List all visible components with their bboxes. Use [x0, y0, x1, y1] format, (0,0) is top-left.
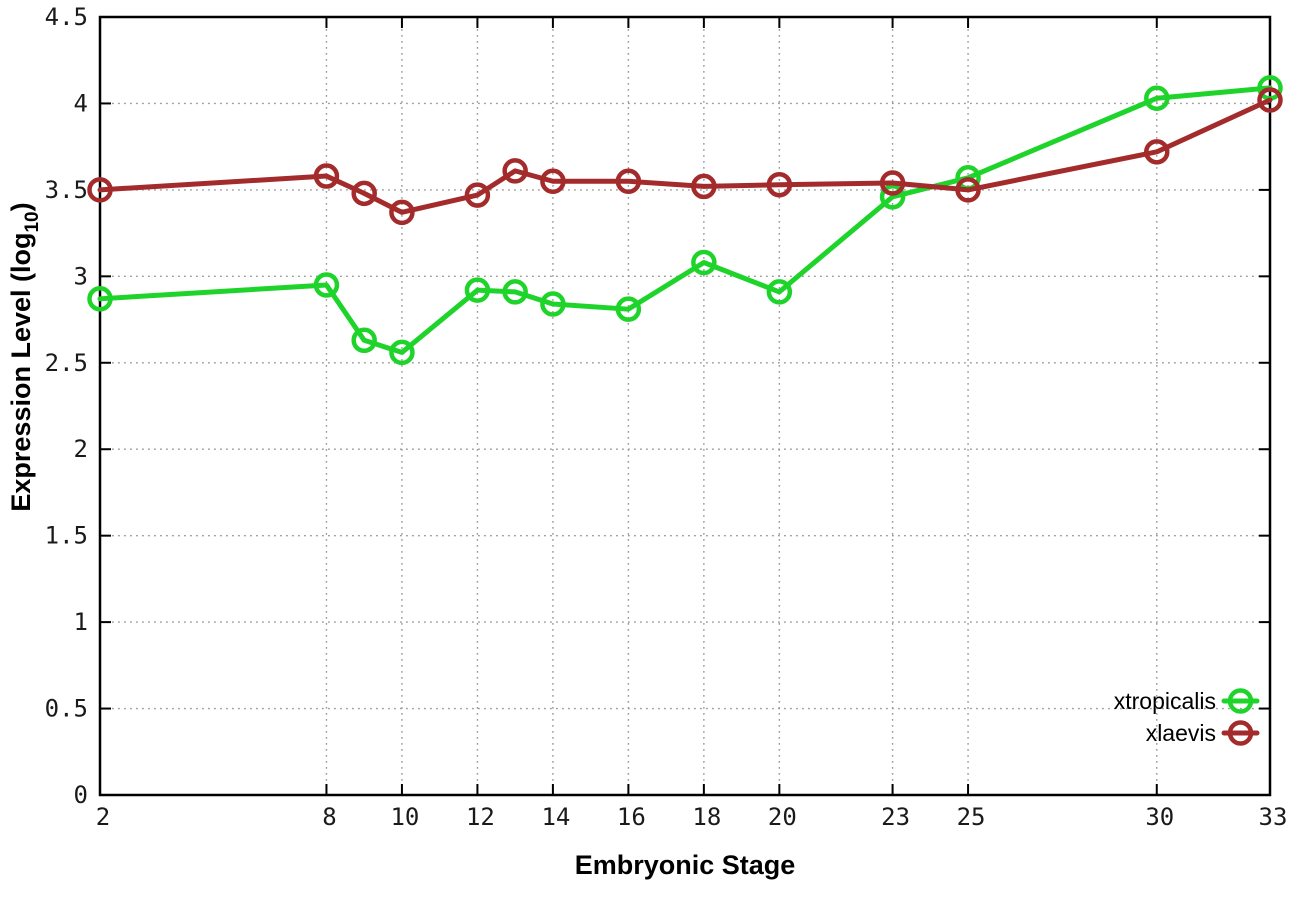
series-xlaevis-point-stage-8: [313, 163, 340, 189]
series-xtropicalis-point-stage-12: [464, 277, 491, 303]
x-tick-label-14: 14: [541, 803, 570, 831]
y-tick-label-0.5: 0.5: [45, 695, 88, 723]
series-xlaevis-point-stage-13: [502, 158, 528, 184]
legend-label-xlaevis: xlaevis: [1146, 720, 1216, 746]
y-tick-label-3.5: 3.5: [45, 176, 88, 204]
x-tick-label-2: 2: [96, 803, 110, 831]
series-xlaevis-point-stage-33: [1257, 87, 1283, 113]
series-layer: [87, 75, 1283, 366]
x-tick-label-23: 23: [881, 803, 910, 831]
grid-layer: [100, 17, 1270, 795]
series-xlaevis-point-stage-30: [1144, 139, 1170, 165]
series-xtropicalis: [87, 75, 1283, 366]
series-xlaevis-point-stage-14: [540, 168, 566, 194]
legend-marker-xlaevis-icon: [1227, 720, 1254, 746]
y-axis-title-main: Expression Level (log: [6, 233, 36, 512]
y-tick-label-2: 2: [74, 435, 88, 463]
series-xlaevis-point-stage-16: [615, 168, 642, 194]
y-tick-label-3: 3: [74, 262, 88, 290]
axes-layer: [98, 15, 1272, 797]
x-tick-label-18: 18: [692, 803, 721, 831]
y-tick-label-2.5: 2.5: [45, 349, 88, 377]
x-tick-label-10: 10: [390, 803, 419, 831]
x-tick-label-16: 16: [617, 803, 646, 831]
series-xtropicalis-line: [97, 85, 1273, 355]
series-xtropicalis-point-stage-30: [1144, 85, 1170, 112]
series-xtropicalis-point-stage-10: [389, 339, 415, 366]
series-xtropicalis-point-stage-8: [313, 272, 340, 298]
series-xlaevis-point-stage-2: [87, 177, 113, 203]
series-xtropicalis-point-stage-13: [502, 279, 528, 305]
legend-item-xtropicalis: xtropicalis: [1114, 688, 1260, 714]
legend-marker-xtropicalis-icon: [1227, 688, 1254, 714]
x-tick-label-12: 12: [466, 803, 495, 831]
x-axis-title: Embryonic Stage: [575, 850, 796, 880]
series-xlaevis-point-stage-9: [351, 180, 377, 207]
series-xlaevis-point-stage-10: [389, 199, 415, 226]
legend-layer: xtropicalis xlaevis: [1114, 688, 1260, 746]
series-xlaevis-point-stage-23: [879, 170, 906, 196]
tick-labels-layer: 0 0.5 1 1.5 2 2.5 3 3.5 4 4.5 2 8 10 12 14 16 18 20 23 25 30…: [45, 3, 1288, 831]
y-axis-title: Expression Level (log10): [6, 202, 43, 511]
series-xlaevis-line: [97, 97, 1273, 215]
series-xtropicalis-point-stage-16: [615, 296, 642, 322]
series-xtropicalis-point-stage-14: [540, 291, 566, 317]
series-xtropicalis-point-stage-20: [766, 279, 793, 305]
series-xlaevis-point-stage-12: [464, 182, 491, 208]
y-tick-label-4.5: 4.5: [45, 3, 88, 31]
y-tick-label-0: 0: [74, 781, 88, 809]
x-tick-label-33: 33: [1259, 803, 1288, 831]
series-xlaevis-point-stage-25: [955, 177, 981, 203]
y-tick-label-1: 1: [74, 608, 88, 636]
y-tick-label-4: 4: [74, 89, 88, 117]
series-xtropicalis-point-stage-9: [351, 327, 377, 354]
series-xtropicalis-point-stage-23: [879, 184, 906, 210]
legend-label-xtropicalis: xtropicalis: [1114, 688, 1216, 714]
series-xlaevis: [87, 87, 1283, 226]
series-xtropicalis-point-stage-2: [87, 286, 113, 312]
y-axis-title-end: ): [6, 202, 36, 211]
legend-item-xlaevis: xlaevis: [1146, 720, 1260, 746]
series-xlaevis-point-stage-18: [691, 173, 717, 200]
series-xtropicalis-point-stage-18: [691, 249, 717, 276]
x-tick-label-30: 30: [1145, 803, 1174, 831]
y-axis-title-subscript: 10: [22, 211, 43, 232]
series-xlaevis-point-stage-20: [766, 171, 793, 198]
x-tick-label-20: 20: [768, 803, 797, 831]
y-tick-label-1.5: 1.5: [45, 522, 88, 550]
x-tick-label-8: 8: [322, 803, 336, 831]
plot-border: [98, 15, 1272, 797]
x-tick-label-25: 25: [957, 803, 986, 831]
